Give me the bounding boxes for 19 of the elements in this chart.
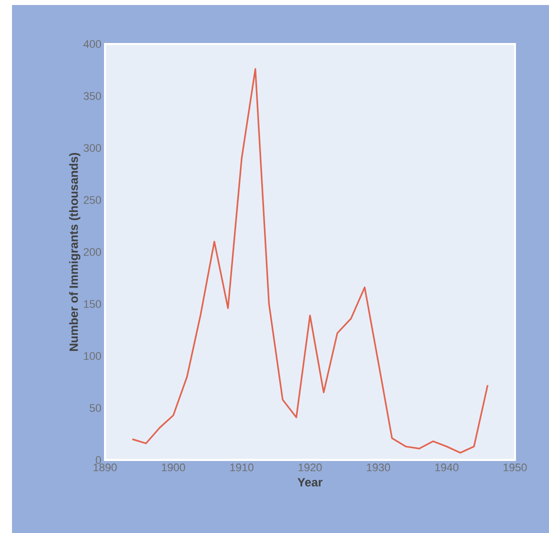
y-tick-label: 200 (84, 248, 102, 256)
y-tick-label: 350 (84, 92, 102, 100)
y-tick-label: 0 (96, 456, 102, 464)
x-tick-label: 1910 (230, 464, 254, 472)
x-tick-label: 1890 (94, 464, 117, 472)
y-tick-label: 400 (83, 40, 102, 48)
y-tick-label: 150 (84, 300, 102, 308)
x-tick-label: 1930 (366, 464, 390, 472)
x-tick-label: 1950 (504, 464, 527, 472)
line-series (132, 68, 488, 454)
y-tick-label: 100 (84, 352, 102, 360)
x-tick-label: 1900 (162, 464, 186, 472)
y-tick-label: 250 (84, 196, 102, 204)
y-tick-label: 50 (90, 404, 102, 412)
x-tick-label: 1920 (298, 464, 322, 472)
y-axis-title: Number of Immigrants (thousands) (69, 152, 80, 351)
y-tick-label: 300 (84, 144, 102, 152)
x-tick-label: 1940 (435, 464, 458, 472)
x-axis-title: Year (298, 478, 322, 486)
